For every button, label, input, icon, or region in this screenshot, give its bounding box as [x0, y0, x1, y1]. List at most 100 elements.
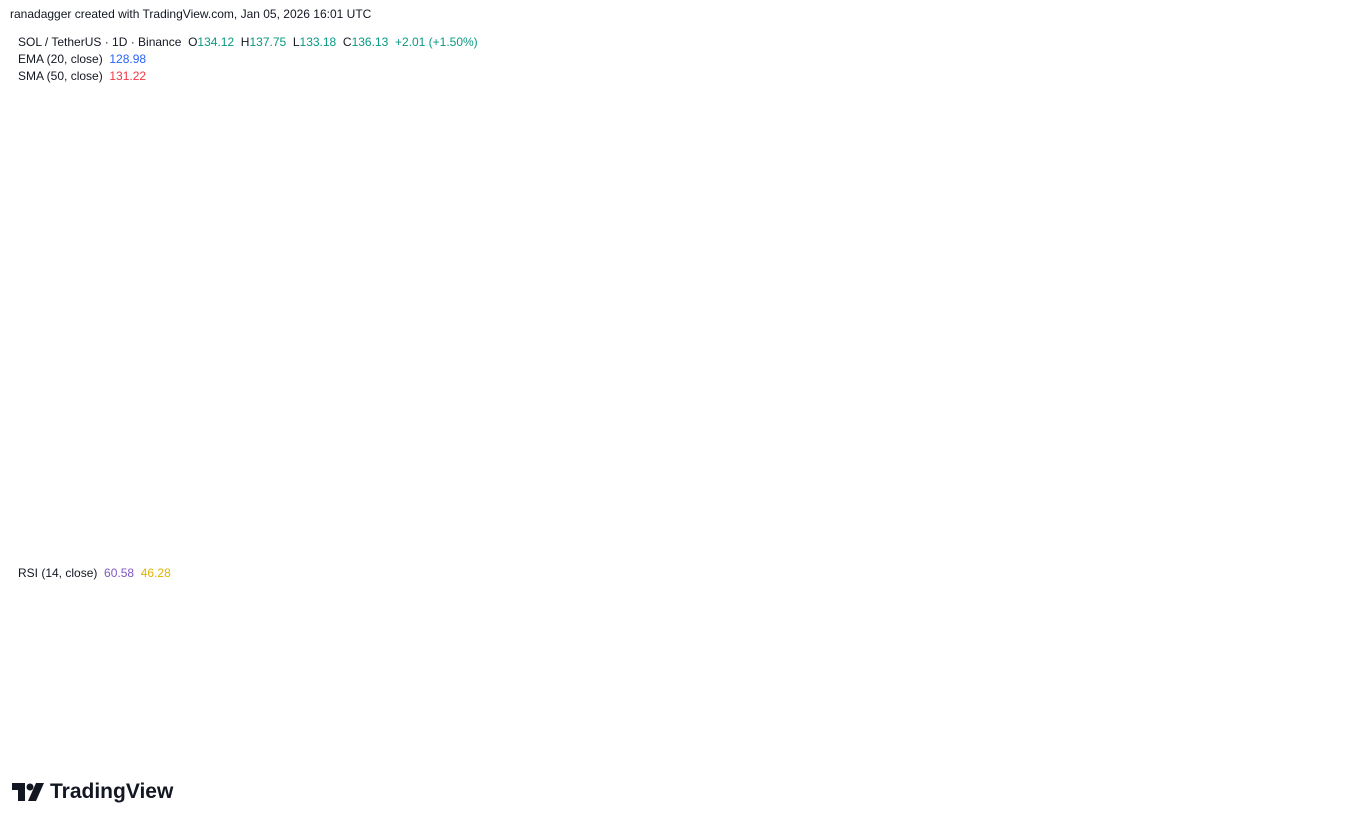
candle [411, 345, 414, 365]
price-tick: 180.00 [1286, 269, 1321, 281]
candle [994, 388, 998, 401]
candle [959, 325, 963, 331]
rsi-ma-price-badge-text: 46.28 [1280, 658, 1310, 672]
candle [551, 310, 555, 316]
candle [878, 223, 882, 228]
candle [323, 280, 326, 302]
low-label: L [292, 35, 300, 49]
price-tick: 140.00 [1286, 390, 1321, 402]
candle [144, 415, 147, 427]
price-tick: 210.00 [1286, 179, 1321, 191]
candle [256, 394, 260, 406]
alert-icon[interactable] [1153, 535, 1173, 555]
rsi-tag-badge-text: RSI [1254, 621, 1274, 635]
last-price-badge: 136.13−31.70%07:58:24 [1276, 400, 1332, 443]
candle [601, 265, 604, 267]
candle [717, 200, 720, 208]
candle [907, 239, 910, 243]
candle [580, 214, 583, 234]
candle [471, 394, 474, 410]
time-tick: Oct [818, 743, 837, 755]
candle [945, 282, 949, 335]
candle [28, 209, 31, 221]
rsi-ma-tag-badge-bg [1196, 657, 1275, 672]
candle [151, 415, 154, 424]
candle [316, 324, 319, 335]
candle [428, 337, 432, 357]
candle [344, 294, 347, 311]
candle [10, 183, 13, 191]
candle [214, 472, 217, 485]
candle [281, 363, 284, 371]
time-axis[interactable]: Mar Apr May Jun Jul Aug Sep Oct Nov Dec 2026 Feb [65, 743, 1270, 755]
rsi-trendline[interactable] [985, 694, 1159, 719]
candle [970, 335, 973, 348]
ema-tag-badge: EMA [1244, 462, 1275, 477]
divergence-callout[interactable]: Positive divergence [933, 640, 1059, 715]
rsi-legend[interactable]: RSI (14, close) 60.58 46.28 [18, 566, 171, 580]
candle [1065, 409, 1068, 413]
candle [267, 372, 270, 382]
close-value: 136.13 [351, 35, 389, 49]
rsi-axis[interactable]: 80.00 40.00 [1286, 570, 1315, 691]
level-147-badge-text: 147.00 [1280, 369, 1317, 383]
candle [699, 214, 703, 222]
candle [253, 406, 256, 409]
candle [889, 241, 892, 253]
candle [172, 423, 175, 425]
candle [1079, 409, 1082, 419]
open-label: O [188, 35, 198, 49]
candle [277, 364, 281, 369]
candle [544, 333, 548, 338]
candle [998, 400, 1001, 412]
candle [615, 304, 618, 315]
candle [541, 334, 544, 352]
price-axis[interactable]: 250.00 240.00 230.00 220.00 210.00 200.00 190.… [1286, 59, 1321, 552]
candle [228, 430, 231, 440]
candle [987, 388, 991, 400]
candle [1058, 391, 1061, 402]
candle [224, 437, 228, 453]
candle [1146, 424, 1149, 438]
candle [808, 187, 812, 217]
candle [390, 306, 393, 320]
candle [597, 260, 601, 263]
horizontal-levels[interactable] [10, 32, 1275, 532]
candle [207, 483, 210, 502]
candle [949, 332, 952, 338]
candle [263, 370, 267, 393]
candle [421, 362, 425, 366]
candle [189, 460, 193, 466]
currency-label[interactable]: USDT [1287, 40, 1317, 52]
tradingview-logo[interactable]: TradingView [12, 780, 173, 804]
rsi-tick: 80.00 [1286, 570, 1315, 582]
candle [780, 79, 783, 90]
symbol-name[interactable]: SOL / TetherUS · 1D · Binance [18, 35, 182, 49]
price-tick: 230.00 [1286, 119, 1321, 131]
candle [692, 228, 696, 243]
candle [868, 227, 871, 268]
candle [140, 418, 144, 438]
candle [488, 391, 492, 394]
sma-legend[interactable]: SMA (50, close) 131.22 [18, 69, 146, 83]
candle [1075, 410, 1079, 412]
candle [569, 257, 572, 260]
candle [625, 319, 629, 321]
logo-text: TradingView [50, 780, 174, 803]
candle [239, 415, 242, 434]
candle [1149, 423, 1153, 426]
symbol-badge-bg [1219, 400, 1275, 415]
symbol-badge: SOLUSDT [1219, 400, 1280, 415]
rsi-price-badge: 60.58 [1276, 620, 1318, 635]
candle [1047, 406, 1051, 422]
price-tick: 100.00 [1286, 510, 1321, 522]
price-tick: 110.00 [1286, 480, 1320, 492]
candle [914, 219, 917, 221]
candle [1030, 393, 1033, 395]
candle [689, 225, 692, 244]
ema-legend[interactable]: EMA (20, close) 128.98 [18, 52, 146, 66]
sma-label: SMA (50, close) [18, 69, 103, 83]
price-tick: 160.00 [1286, 330, 1321, 342]
candle [826, 177, 829, 194]
